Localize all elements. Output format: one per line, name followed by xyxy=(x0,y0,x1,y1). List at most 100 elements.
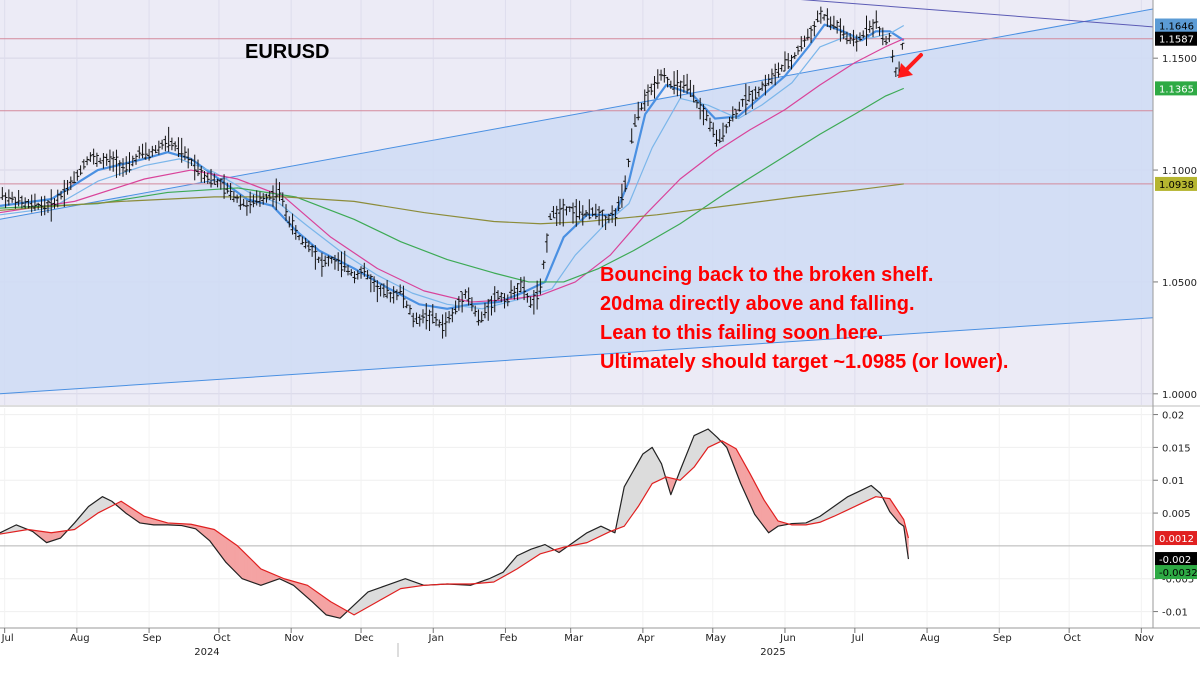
value-tag-box xyxy=(1155,18,1197,33)
ohlc-bar xyxy=(65,180,70,195)
price-y-axis: 1.0000 1.0500 1.1000 1.1500 xyxy=(1153,54,1197,401)
macd-panel-background xyxy=(0,408,1153,628)
value-tag-label: -0.002 xyxy=(1159,555,1191,566)
x-tick-label: Oct xyxy=(1063,633,1080,644)
value-tag-box xyxy=(1155,31,1197,46)
macd-fill xyxy=(861,488,865,504)
macd-fill xyxy=(92,501,96,517)
ohlc-bar xyxy=(769,68,774,85)
ohlc-bar xyxy=(355,270,360,280)
ohlc-bar xyxy=(652,76,657,99)
ohlc-bar xyxy=(678,80,683,99)
macd-fill xyxy=(225,537,229,566)
ohlc-bar xyxy=(98,157,103,164)
macd-fill xyxy=(630,469,634,518)
ohlc-bar xyxy=(244,200,249,216)
ohlc-bar xyxy=(323,255,328,267)
ohlc-bar xyxy=(597,206,602,226)
macd-fill xyxy=(854,491,858,507)
ohlc-bar xyxy=(717,128,722,144)
ohlc-bar xyxy=(359,266,364,279)
y-tick-label: 1.0500 xyxy=(1162,278,1197,289)
ohlc-bar xyxy=(662,68,667,83)
ohlc-bar xyxy=(440,314,445,339)
ohlc-bar xyxy=(78,165,83,176)
x-tick-label: Jul xyxy=(1,633,14,644)
ohlc-bar xyxy=(398,284,403,295)
ohlc-bar xyxy=(36,202,41,210)
ohlc-bar xyxy=(649,83,654,96)
macd-y-axis: 0.02 0.015 0.01 0.005 -0.005 -0.01 xyxy=(1153,411,1194,619)
ohlc-bar xyxy=(887,32,892,43)
ohlc-bar xyxy=(548,213,553,220)
ohlc-bar xyxy=(799,36,804,52)
macd-fill xyxy=(246,554,250,582)
ohlc-bar xyxy=(169,137,174,151)
chart-title: EURUSD xyxy=(245,41,329,63)
ohlc-bar xyxy=(828,16,833,31)
macd-fill xyxy=(698,431,702,462)
macd-fill xyxy=(232,542,236,573)
ohlc-bar xyxy=(685,73,690,94)
ohlc-bar xyxy=(59,190,64,200)
ohlc-bar xyxy=(893,67,898,77)
ohlc-bar xyxy=(352,271,357,284)
ohlc-bar xyxy=(156,140,161,155)
ohlc-bar xyxy=(659,69,664,81)
ohlc-bar xyxy=(522,276,527,301)
ohlc-bar xyxy=(127,152,132,173)
ohlc-bar xyxy=(160,139,165,150)
ohlc-bar xyxy=(561,198,566,227)
ohlc-bar xyxy=(261,193,266,205)
x-tick-label: Aug xyxy=(920,633,940,644)
ohlc-bar xyxy=(329,256,334,264)
ohlc-bar xyxy=(189,158,194,166)
ohlc-bar xyxy=(851,29,856,47)
macd-fill xyxy=(255,563,259,585)
ohlc-bar xyxy=(267,190,272,200)
ohlc-bar xyxy=(32,193,37,211)
ohlc-bar xyxy=(505,294,510,307)
macd-fill xyxy=(253,561,257,585)
ohlc-bar xyxy=(134,153,139,165)
ohlc-bar xyxy=(463,289,468,299)
ohlc-bar xyxy=(310,244,315,257)
macd-fill xyxy=(404,578,408,589)
macd-fill xyxy=(244,552,248,581)
ohlc-bar xyxy=(248,191,253,214)
macd-fill xyxy=(381,585,385,600)
macd-fill xyxy=(384,584,387,599)
ohlc-bar xyxy=(482,302,487,319)
ohlc-bar xyxy=(117,160,122,176)
channel-line xyxy=(800,0,1153,28)
price-value-tags: 1.1646 1.1587 1.1365 1.0938 xyxy=(1155,18,1197,191)
ohlc-bar xyxy=(394,289,399,301)
ohlc-bar xyxy=(760,81,765,91)
macd-fill xyxy=(866,486,870,502)
ohlc-bar xyxy=(779,64,784,72)
arrow-icon xyxy=(898,53,923,78)
ohlc-bar xyxy=(469,297,474,312)
ohlc-bar xyxy=(518,277,523,293)
ohlc-bar xyxy=(675,69,680,97)
ohlc-bar xyxy=(42,195,47,216)
ohlc-bar xyxy=(655,69,660,89)
macd-fill xyxy=(332,602,336,618)
y-tick-label: 1.1500 xyxy=(1162,54,1197,65)
macd-fill xyxy=(868,485,872,501)
ohlc-bar xyxy=(587,199,592,220)
macd-fill xyxy=(88,504,92,521)
ohlc-bar xyxy=(300,236,305,245)
annotation-line: Bouncing back to the broken shelf. xyxy=(600,264,933,286)
ohlc-bar xyxy=(812,21,817,37)
ohlc-bar xyxy=(473,305,478,317)
x-tick-label: Apr xyxy=(637,633,655,644)
ohlc-bar xyxy=(228,183,233,201)
ohlc-bar xyxy=(68,176,73,191)
ohlc-bar xyxy=(297,234,302,241)
x-tick-label: May xyxy=(705,633,726,644)
ohlc-bar xyxy=(26,199,31,209)
macd-fill xyxy=(519,553,523,568)
macd-fill xyxy=(325,597,329,616)
ohlc-bar xyxy=(535,280,540,310)
